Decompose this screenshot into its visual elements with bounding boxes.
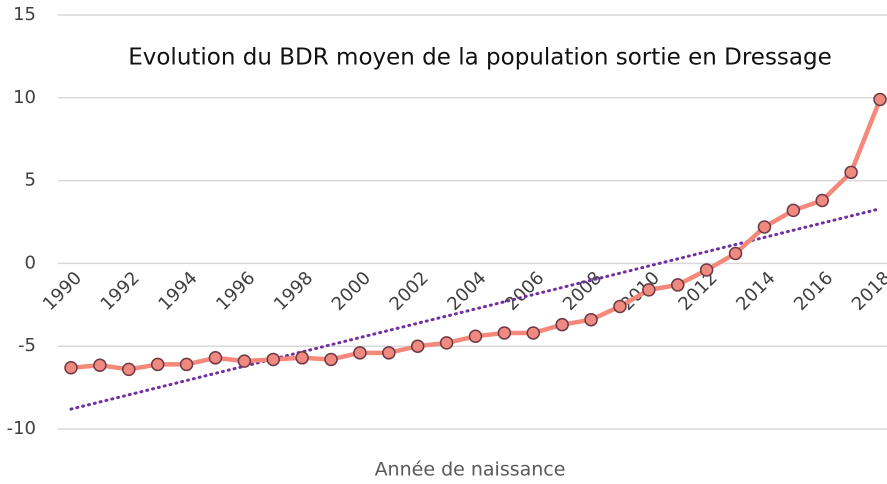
marker: [266, 352, 280, 367]
marker: [757, 220, 772, 234]
x-tick-label: 2014: [732, 268, 779, 315]
x-tick-label: 2016: [790, 268, 837, 315]
x-tick-label: 2002: [386, 268, 433, 315]
marker: [179, 357, 194, 372]
marker: [526, 326, 541, 340]
y-tick-label: 5: [25, 170, 36, 191]
y-tick-label: 15: [13, 4, 36, 25]
x-tick-label: 2008: [559, 268, 606, 315]
marker: [671, 278, 685, 292]
x-axis-label: Année de naissance: [375, 459, 566, 481]
x-tick-label: 2006: [501, 268, 548, 315]
x-tick-label: 2018: [848, 268, 887, 315]
x-tick-label: 2000: [328, 268, 375, 315]
marker: [613, 299, 627, 314]
marker: [295, 351, 309, 365]
marker: [324, 352, 338, 367]
trendline: [69, 207, 882, 411]
marker: [555, 317, 569, 332]
marker: [93, 358, 107, 372]
marker: [699, 263, 714, 277]
marker: [844, 165, 858, 180]
marker: [497, 326, 512, 340]
marker: [584, 312, 598, 327]
x-tick-label: 1990: [39, 268, 86, 315]
series-line: [70, 98, 883, 372]
marker: [122, 362, 136, 377]
marker: [382, 346, 396, 360]
marker: [64, 360, 78, 375]
y-tick-label: -5: [18, 335, 36, 356]
y-tick-label: 10: [13, 87, 36, 108]
marker: [439, 336, 454, 350]
y-tick-label: -10: [7, 418, 36, 439]
marker: [468, 329, 483, 344]
marker: [353, 346, 367, 360]
marker: [873, 92, 887, 107]
x-tick-label: 1996: [212, 268, 259, 315]
x-tick-label: 1998: [270, 268, 317, 315]
x-tick-label: 1994: [154, 268, 201, 315]
marker: [410, 339, 425, 353]
y-tick-label: 0: [25, 252, 36, 273]
x-tick-label: 1992: [97, 268, 144, 315]
marker: [786, 203, 801, 218]
marker: [237, 354, 252, 368]
marker: [815, 193, 829, 208]
marker: [728, 246, 743, 261]
marker: [642, 283, 656, 297]
marker: [150, 357, 165, 372]
chart-title: Evolution du BDR moyen de la population …: [128, 45, 832, 71]
marker: [208, 351, 223, 365]
